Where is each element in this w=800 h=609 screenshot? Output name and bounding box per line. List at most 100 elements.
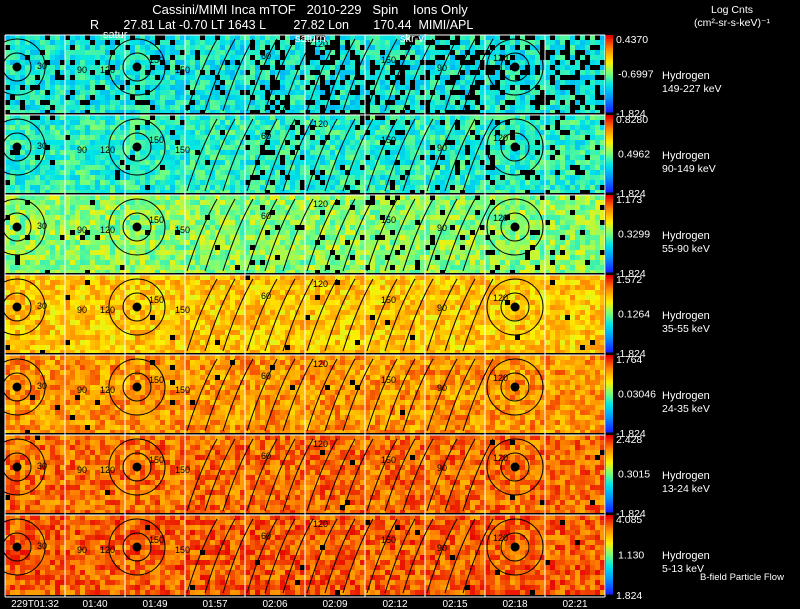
panel-r5-c0	[5, 435, 65, 513]
colorbar-segment	[606, 106, 613, 109]
colorbar-segment	[606, 364, 613, 368]
colorbar-segment	[606, 231, 613, 234]
panel-r6-c9	[545, 515, 605, 595]
panel-r0-c1	[65, 35, 125, 113]
panel-r1-c7	[425, 115, 485, 193]
contour-ring	[486, 118, 544, 176]
colorbar-segment	[606, 391, 613, 394]
contour-label-text: 60	[261, 371, 271, 381]
panel-r4-c3	[185, 355, 245, 433]
contour-arc	[444, 278, 476, 352]
energy-label-6: 5-13 keV	[662, 563, 704, 575]
colorbar-min-0: -1.824	[616, 108, 646, 120]
contour-arc	[264, 358, 296, 432]
contour-ring	[108, 118, 166, 176]
colorbar-segment	[606, 524, 613, 528]
colorbar-mid-2: 0.3299	[618, 229, 650, 241]
colorbar-segment	[606, 305, 613, 309]
species-label-2: Hydrogen	[662, 230, 710, 242]
contour-arc	[246, 358, 278, 432]
colorbar-segment	[606, 383, 613, 387]
chart-title: Cassini/MIMI Inca mTOF 2010-229 Spin Ion…	[152, 2, 468, 17]
panel-r4-c0	[5, 355, 65, 433]
colorbar-segment	[606, 389, 613, 393]
colorbar-segment	[606, 196, 613, 200]
colorbar-segment	[606, 323, 613, 326]
colorbar-mid-6: 1.130	[618, 550, 644, 562]
contour-ring	[108, 518, 166, 576]
contour-arc	[306, 518, 338, 594]
colorbar-segment	[606, 130, 613, 133]
colorbar-segment	[606, 460, 613, 463]
contour-arc	[222, 118, 254, 192]
panel-r1-c9	[545, 115, 605, 193]
colorbar-segment	[606, 46, 613, 49]
species-label-5: Hydrogen	[662, 470, 710, 482]
colorbar-segment	[606, 311, 613, 314]
colorbar-segment	[606, 145, 613, 149]
contour-ring	[122, 372, 152, 402]
contour-arc	[264, 38, 296, 112]
overlay-label-skr-vl: skr-vl	[400, 33, 426, 45]
panel-r5-c4	[245, 435, 305, 513]
colorbar-segment	[606, 426, 613, 429]
contour-label-text: 30	[37, 301, 47, 311]
colorbar-segment	[606, 492, 613, 496]
center-dot	[132, 462, 142, 472]
contour-arc	[282, 358, 314, 432]
panel-r3-c8	[485, 275, 545, 353]
panel-r6-c8	[485, 515, 545, 595]
contour-arc	[366, 358, 398, 432]
contour-label-text: 30	[37, 221, 47, 231]
colorbar-segment	[606, 315, 613, 318]
colorbar-segment	[606, 98, 613, 101]
colorbar-segment	[606, 67, 613, 71]
time-tick-label: 01:40	[82, 599, 107, 609]
colorbar-segment	[606, 564, 613, 567]
contour-arc	[186, 518, 218, 594]
colorbar-segment	[606, 174, 613, 178]
colorbar-min-4: -1.824	[616, 428, 646, 440]
contour-arc	[246, 118, 278, 192]
colorbar-segment	[606, 554, 613, 557]
contour-arc	[426, 118, 458, 192]
contour-arc	[222, 518, 254, 594]
unit-line-1: Log Cnts	[710, 4, 754, 16]
panel-r3-c7	[425, 275, 485, 353]
colorbar-segment	[606, 471, 613, 474]
contour-arc	[186, 38, 218, 112]
contour-ring	[0, 438, 46, 496]
contour-label-text: 150	[381, 455, 396, 465]
colorbar-mid-5: 0.3015	[618, 469, 650, 481]
colorbar-segment	[606, 221, 613, 225]
colorbar-segment	[606, 108, 613, 111]
contour-arc	[264, 278, 296, 352]
colorbar-segment	[606, 198, 613, 202]
colorbar-segment	[606, 418, 613, 421]
center-dot	[132, 542, 142, 552]
colorbar-segment	[606, 362, 613, 366]
colorbar-segment	[606, 69, 613, 73]
panel-r0-c8	[485, 35, 545, 113]
contour-arc	[384, 358, 416, 432]
contour-ring	[0, 518, 46, 576]
panel-r4-c1	[65, 355, 125, 433]
contour-arc	[342, 198, 374, 272]
colorbar-segment	[606, 233, 613, 236]
colorbar-segment	[606, 307, 613, 311]
colorbar-segment	[606, 165, 613, 168]
contour-arc	[324, 438, 356, 512]
colorbar-segment	[606, 134, 613, 137]
panel-r5-c8	[485, 435, 545, 513]
colorbar-segment	[606, 65, 613, 69]
contour-arc	[402, 518, 434, 594]
colorbar-segment	[606, 296, 613, 299]
colorbar-segment	[606, 378, 613, 381]
colorbar-segment	[606, 180, 613, 183]
contour-label-text: 60	[261, 291, 271, 301]
panel-r3-c1	[65, 275, 125, 353]
contour-label-text: 90	[437, 143, 447, 153]
contour-label-text: 60	[261, 211, 271, 221]
panel-r6-c0	[5, 515, 65, 595]
contour-ring	[500, 372, 530, 402]
